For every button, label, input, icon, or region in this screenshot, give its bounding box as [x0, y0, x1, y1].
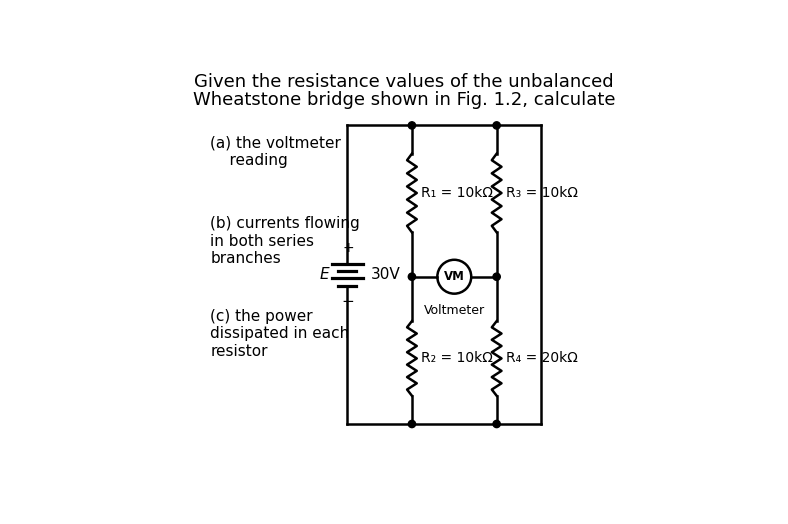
Text: R₃ = 10kΩ: R₃ = 10kΩ: [506, 186, 578, 200]
Circle shape: [408, 273, 415, 280]
Text: R₄ = 20kΩ: R₄ = 20kΩ: [506, 352, 578, 365]
Text: (c) the power
dissipated in each
resistor: (c) the power dissipated in each resisto…: [210, 309, 349, 359]
Text: Voltmeter: Voltmeter: [424, 304, 485, 316]
Text: R₁ = 10kΩ: R₁ = 10kΩ: [421, 186, 492, 200]
Text: −: −: [342, 294, 355, 310]
Circle shape: [493, 122, 500, 129]
Text: (b) currents flowing
in both series
branches: (b) currents flowing in both series bran…: [210, 216, 360, 266]
Text: (a) the voltmeter
    reading: (a) the voltmeter reading: [210, 136, 341, 168]
Text: Wheatstone bridge shown in Fig. 1.2, calculate: Wheatstone bridge shown in Fig. 1.2, cal…: [192, 91, 615, 109]
Text: Given the resistance values of the unbalanced: Given the resistance values of the unbal…: [194, 73, 614, 91]
Text: R₂ = 10kΩ: R₂ = 10kΩ: [421, 352, 492, 365]
Text: E: E: [320, 267, 329, 282]
Circle shape: [493, 273, 500, 280]
Circle shape: [493, 420, 500, 428]
Text: 30V: 30V: [371, 267, 400, 282]
Text: VM: VM: [444, 270, 465, 283]
Circle shape: [408, 420, 415, 428]
Text: +: +: [342, 241, 354, 255]
Circle shape: [408, 122, 415, 129]
